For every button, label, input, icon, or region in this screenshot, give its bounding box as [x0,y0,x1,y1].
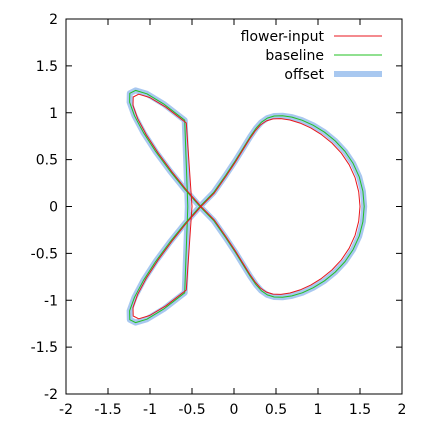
legend: flower-input baseline offset [241,29,382,83]
y-tick-label: -1.5 [31,340,58,356]
x-tick-label: -2 [59,402,73,418]
x-tick-label: 2 [398,402,407,418]
legend-label-baseline: baseline [265,48,324,64]
y-tick-label: -1 [44,293,58,309]
x-tick-label: -1.5 [94,402,121,418]
y-axis-tick-labels: -2 -1.5 -1 -0.5 0 0.5 1 1.5 2 [31,12,58,403]
series-line-baseline [129,89,365,324]
plot-series [126,87,368,326]
x-tick-label: 0.5 [265,402,287,418]
legend-label-offset: offset [284,67,324,83]
x-axis-tick-labels: -2 -1.5 -1 -0.5 0 0.5 1 1.5 2 [59,402,406,418]
legend-label-flower-input: flower-input [241,29,325,45]
y-tick-label: 1.5 [36,59,58,75]
y-tick-label: -0.5 [31,246,58,262]
series-line-flower-input [132,93,361,320]
x-tick-label: -1 [143,402,157,418]
x-tick-label: 1 [314,402,323,418]
y-tick-label: 0.5 [36,153,58,169]
x-tick-label: 0 [230,402,239,418]
y-tick-label: 2 [49,12,58,28]
x-tick-label: -0.5 [178,402,205,418]
plot-frame [65,18,403,395]
x-tick-label: 1.5 [349,402,371,418]
y-tick-label: -2 [44,387,58,403]
y-tick-label: 1 [49,106,58,122]
y-tick-label: 0 [49,200,58,216]
